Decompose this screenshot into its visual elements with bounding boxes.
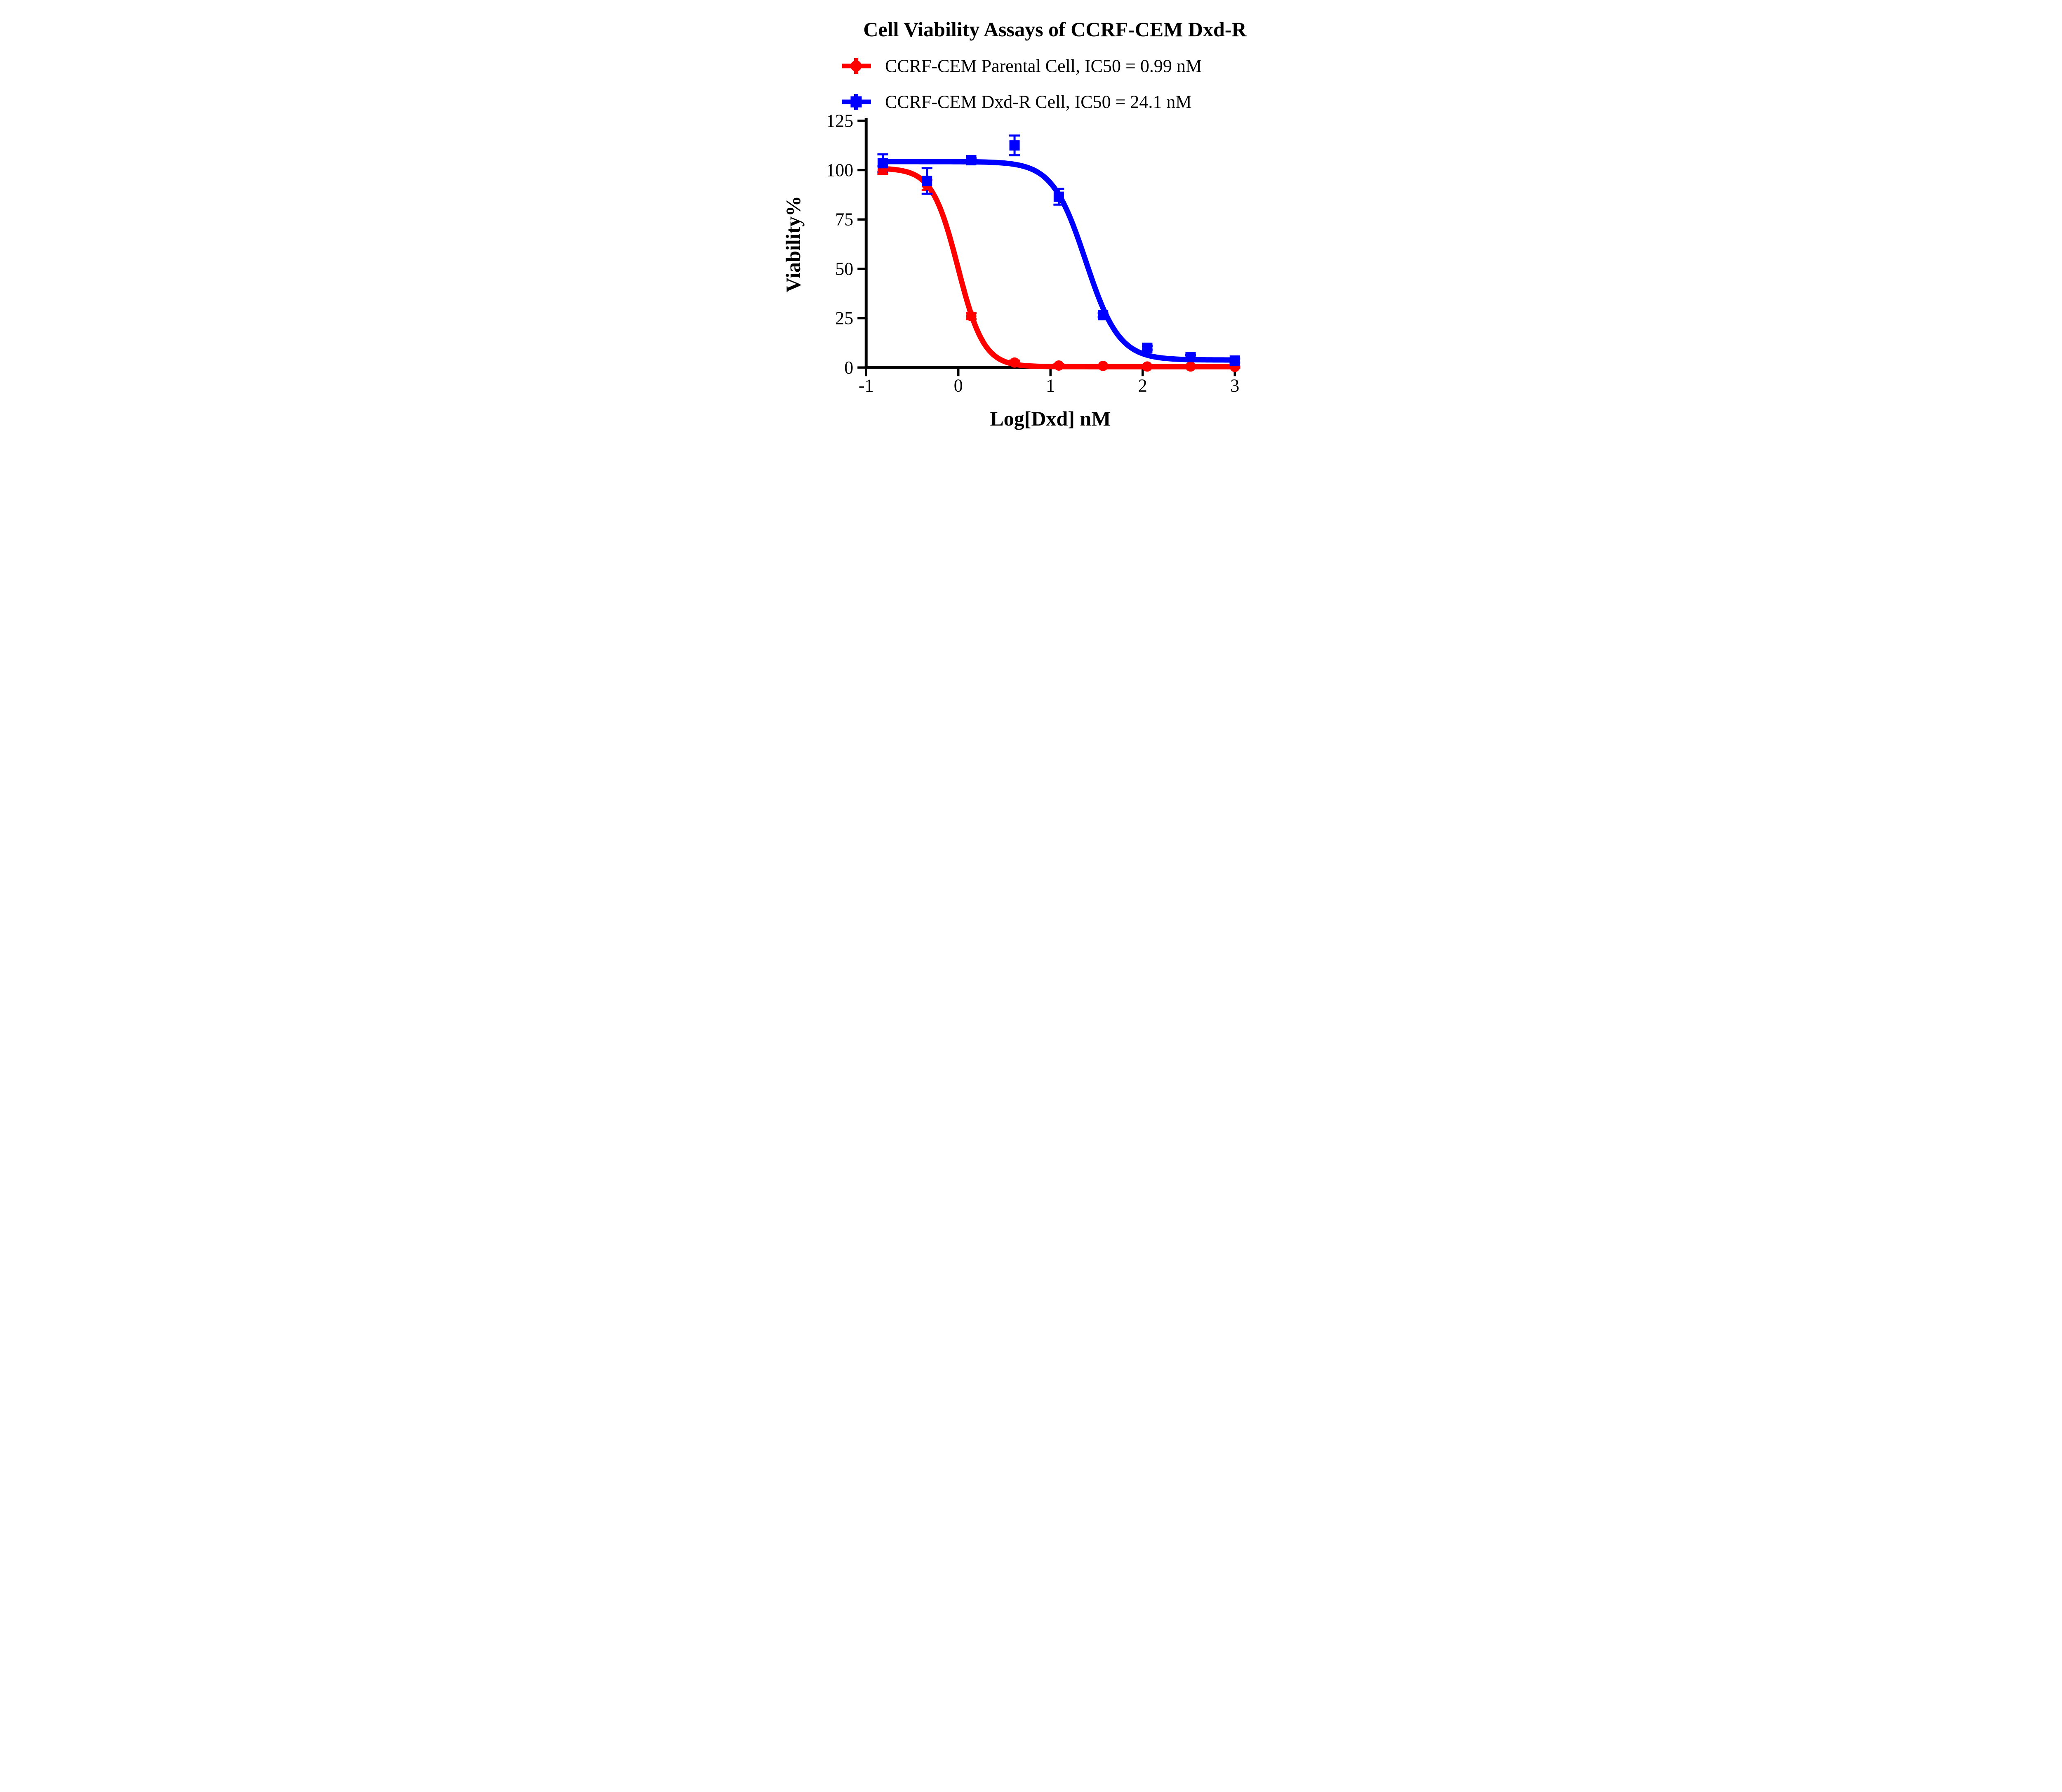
y-tick-label: 75: [835, 209, 853, 230]
chart-title: Cell Viability Assays of CCRF-CEM Dxd-R: [863, 18, 1247, 41]
x-tick-label: 3: [1230, 375, 1239, 395]
y-tick-label: 125: [826, 111, 853, 131]
x-tick-label: 2: [1138, 375, 1147, 395]
x-tick-label: -1: [858, 375, 873, 395]
y-tick-label: 50: [835, 259, 853, 279]
data-point-square: [921, 176, 932, 186]
data-point-square: [966, 155, 977, 166]
data-point-square: [1229, 355, 1240, 366]
y-tick-label: 100: [826, 160, 853, 180]
data-point-circle: [1097, 360, 1108, 371]
legend-label-dxdr: CCRF-CEM Dxd-R Cell, IC50 = 24.1 nM: [885, 92, 1192, 112]
data-point-square: [1009, 140, 1020, 151]
figure: 0 25 50 75 100 125 -1 0 1 2 3 Cell Viability Assay…: [772, 0, 1290, 448]
y-tick-label: 25: [835, 308, 853, 328]
data-point-square: [1142, 342, 1152, 353]
y-axis-label: Viability%: [781, 196, 805, 292]
legend-marker-circle: [850, 60, 862, 72]
data-point-circle: [966, 311, 977, 322]
legend-marker-square: [850, 96, 862, 108]
data-point-circle: [1053, 360, 1064, 371]
data-point-circle: [1009, 357, 1020, 368]
data-point-square: [1185, 352, 1196, 362]
x-tick-label: 1: [1046, 375, 1055, 395]
data-point-square: [877, 158, 888, 169]
data-point-circle: [1185, 361, 1196, 372]
data-point-circle: [1142, 361, 1152, 372]
data-point-square: [1097, 310, 1108, 320]
data-point-square: [1053, 191, 1064, 202]
legend-label-parental: CCRF-CEM Parental Cell, IC50 = 0.99 nM: [885, 56, 1202, 76]
y-tick-label: 0: [844, 357, 853, 378]
legend: [842, 58, 871, 110]
x-tick-label: 0: [953, 375, 963, 395]
x-axis-label: Log[Dxd] nM: [990, 407, 1111, 430]
